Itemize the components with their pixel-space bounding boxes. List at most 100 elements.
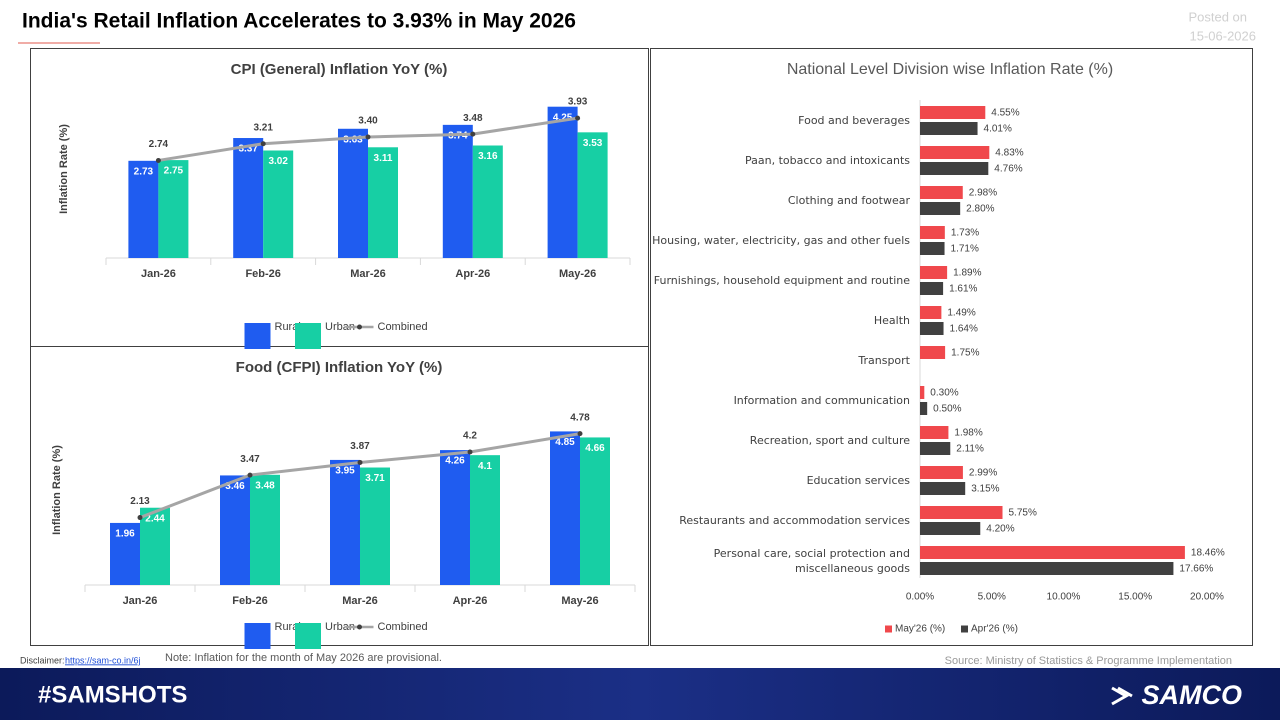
bar-value-label: 1.64% [950, 324, 978, 335]
x-tick-label: Apr-26 [453, 595, 488, 607]
bar-value-label: 18.46% [1191, 548, 1225, 559]
line-value-label: 2.74 [149, 139, 169, 150]
bar-value-label: 4.55% [991, 108, 1019, 119]
bar-value-label: 1.73% [951, 228, 979, 239]
bar [440, 450, 470, 585]
bar-value-label: 0.30% [930, 388, 958, 399]
bar-value-label: 2.75 [164, 166, 184, 177]
line-marker [575, 115, 581, 121]
legend-label: Rural [275, 321, 301, 333]
line-marker [137, 515, 143, 521]
category-label-box: Clothing and footwear [788, 194, 910, 207]
bar-value-label: 4.1 [478, 461, 492, 472]
x-tick-label: Apr-26 [455, 268, 490, 280]
y-tick-label: Restaurants and accommodation services [679, 514, 910, 527]
x-tick-label: 15.00% [1118, 592, 1152, 603]
bar-value-label: 17.66% [1179, 564, 1213, 575]
line-marker [365, 134, 371, 140]
charts: CPI (General) Inflation YoY (%) Inflation… [51, 61, 1225, 649]
bar-value-label: 1.96 [115, 529, 135, 540]
bar-value-label: 2.73 [134, 166, 154, 177]
bar [920, 122, 978, 135]
bar [472, 145, 503, 258]
legend-label: Urban [325, 621, 355, 633]
line-marker [155, 157, 161, 163]
legend-swatch [885, 625, 892, 633]
x-tick-label: May-26 [561, 595, 598, 607]
y-axis-label: Inflation Rate (%) [58, 124, 70, 214]
category-label-box: Personal care, social protection and mis… [713, 546, 910, 575]
line-marker [467, 449, 473, 455]
legend-marker [357, 324, 362, 330]
category-label-box: Paan, tobacco and intoxicants [745, 154, 910, 167]
disclaimer-link[interactable]: https://sam-co.in/6j [65, 655, 141, 665]
y-tick-label: Transport [858, 354, 910, 367]
line-marker [470, 131, 476, 137]
x-tick-label: Mar-26 [342, 595, 377, 607]
bar-value-label: 3.02 [268, 156, 288, 167]
bar [338, 128, 368, 258]
bar [920, 506, 1003, 519]
bar [920, 482, 966, 495]
chart-title: National Level Division wise Inflation R… [787, 61, 1113, 78]
y-tick-label: Recreation, sport and culture [749, 434, 910, 447]
bar [442, 124, 473, 258]
bar-value-label: 1.49% [947, 308, 975, 319]
bar-value-label: 3.95 [335, 466, 355, 477]
legend-swatch [961, 625, 968, 633]
category-label-box: Information and communication [733, 394, 910, 407]
x-tick-label: Jan-26 [141, 268, 176, 280]
bar [920, 346, 946, 359]
y-axis-label: Inflation Rate (%) [51, 445, 63, 535]
bar-value-label: 3.53 [583, 138, 603, 149]
bar [920, 226, 945, 239]
line-marker [260, 141, 266, 147]
bar [920, 562, 1174, 575]
y-tick-label: Information and communication [733, 394, 910, 407]
y-tick-label: Health [873, 314, 910, 327]
chart-title: Food (CFPI) Inflation YoY (%) [236, 359, 443, 376]
legend-label: Rural [275, 621, 301, 633]
legend-label: May'26 (%) [895, 624, 945, 635]
bar-value-label: 3.15% [971, 484, 999, 495]
legend-swatch [244, 323, 271, 349]
x-tick-label: 5.00% [978, 592, 1006, 603]
bar [920, 282, 944, 295]
bar [158, 160, 189, 258]
y-tick-label: Housing, water, electricity, gas and oth… [652, 234, 910, 247]
y-tick-label: Personal care, social protection and mis… [713, 546, 910, 575]
bar [920, 242, 945, 255]
bar [250, 474, 280, 585]
bar-value-label: 3.63 [343, 134, 363, 145]
bar [920, 442, 951, 455]
bar-value-label: 1.89% [953, 268, 981, 279]
bar-value-label: 3.46 [225, 481, 245, 492]
category-label-box: Recreation, sport and culture [749, 434, 910, 447]
line-marker [247, 472, 253, 478]
brand-icon [1111, 686, 1133, 706]
bar [920, 146, 990, 159]
y-tick-label: Furnishings, household equipment and rou… [653, 274, 910, 287]
panel-division [650, 48, 1253, 646]
category-label-box: Education services [807, 474, 910, 487]
legend-swatch [244, 623, 271, 649]
bar [577, 132, 608, 258]
line-value-label: 3.47 [240, 454, 260, 465]
legend-label: Urban [325, 321, 355, 333]
bar [920, 426, 949, 439]
legend-marker [357, 624, 362, 630]
bar-value-label: 1.98% [954, 428, 982, 439]
bar-value-label: 4.20% [986, 524, 1014, 535]
x-tick-label: 10.00% [1047, 592, 1081, 603]
bar-value-label: 2.98% [969, 188, 997, 199]
legend-swatch [295, 623, 321, 649]
x-tick-label: Feb-26 [245, 268, 280, 280]
bar [470, 455, 500, 585]
y-tick-label: Paan, tobacco and intoxicants [745, 154, 910, 167]
bar-value-label: 4.01% [984, 124, 1012, 135]
bar [920, 466, 963, 479]
footer-band [0, 668, 1280, 720]
line-value-label: 3.21 [253, 122, 273, 133]
bar-value-label: 1.71% [951, 244, 979, 255]
bar-value-label: 0.50% [933, 404, 961, 415]
